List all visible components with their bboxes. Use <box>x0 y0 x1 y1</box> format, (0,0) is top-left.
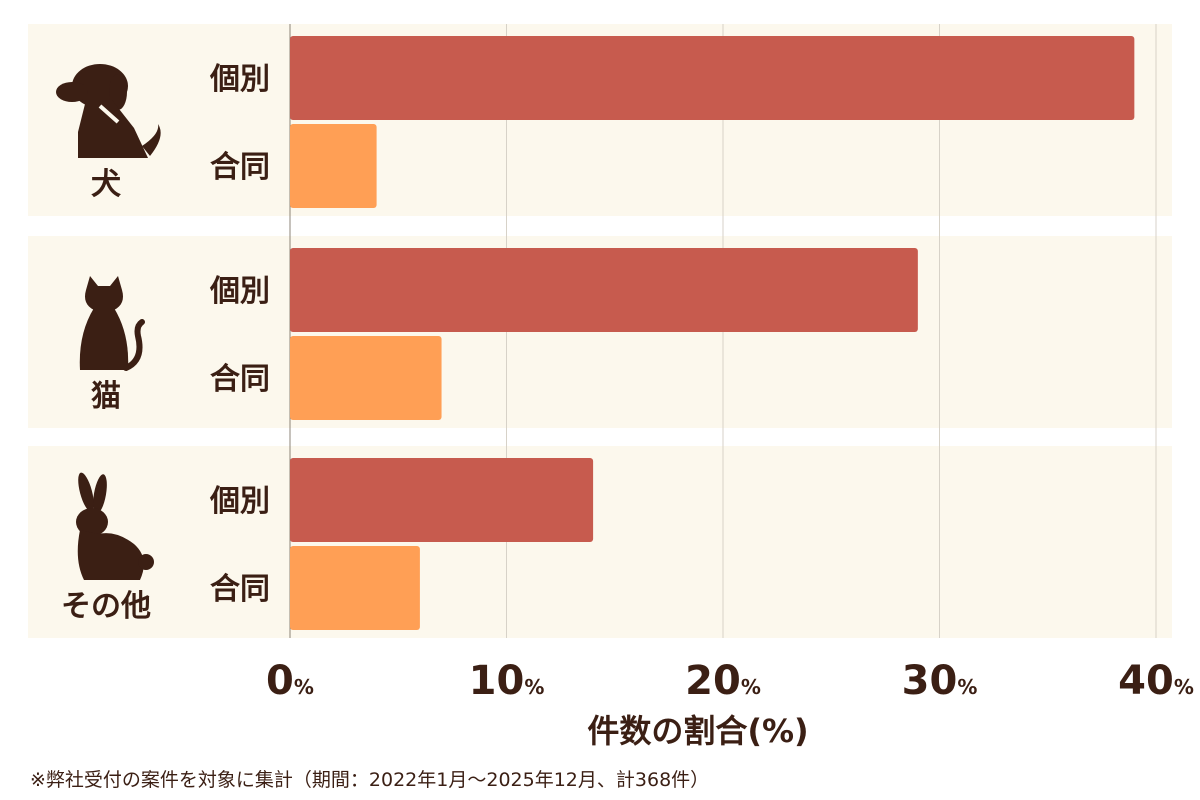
dog-icon <box>56 64 161 158</box>
group-label: 猫 <box>91 379 121 414</box>
series-label: 個別 <box>209 274 270 309</box>
x-axis-title: 件数の割合(%) <box>587 712 808 750</box>
series-label: 合同 <box>210 362 270 397</box>
group-label: その他 <box>61 589 151 624</box>
x-tick-label: 40% <box>1118 658 1194 704</box>
group-band <box>28 446 1172 638</box>
bar <box>290 248 918 332</box>
series-label: 個別 <box>209 484 270 519</box>
x-tick-label: 30% <box>902 658 978 704</box>
footnote: ※弊社受付の案件を対象に集計（期間：2022年1月〜2025年12月、計368件… <box>30 769 709 791</box>
icons <box>56 64 161 580</box>
series-label: 合同 <box>210 150 270 185</box>
x-tick-label: 0% <box>266 658 314 704</box>
cat-icon <box>79 276 145 371</box>
bar <box>290 124 377 208</box>
rabbit-icon <box>76 472 154 580</box>
series-label: 合同 <box>210 572 270 607</box>
x-ticks: 0% 10% 20% 30% 40% <box>266 658 1194 704</box>
bar <box>290 458 594 542</box>
bars <box>290 36 1135 630</box>
group-label: 犬 <box>91 167 121 202</box>
bar <box>290 546 420 630</box>
x-tick-label: 10% <box>469 658 545 704</box>
series-label: 個別 <box>209 62 270 97</box>
x-tick-label: 20% <box>685 658 761 704</box>
bar <box>290 36 1135 120</box>
bar <box>290 336 442 420</box>
